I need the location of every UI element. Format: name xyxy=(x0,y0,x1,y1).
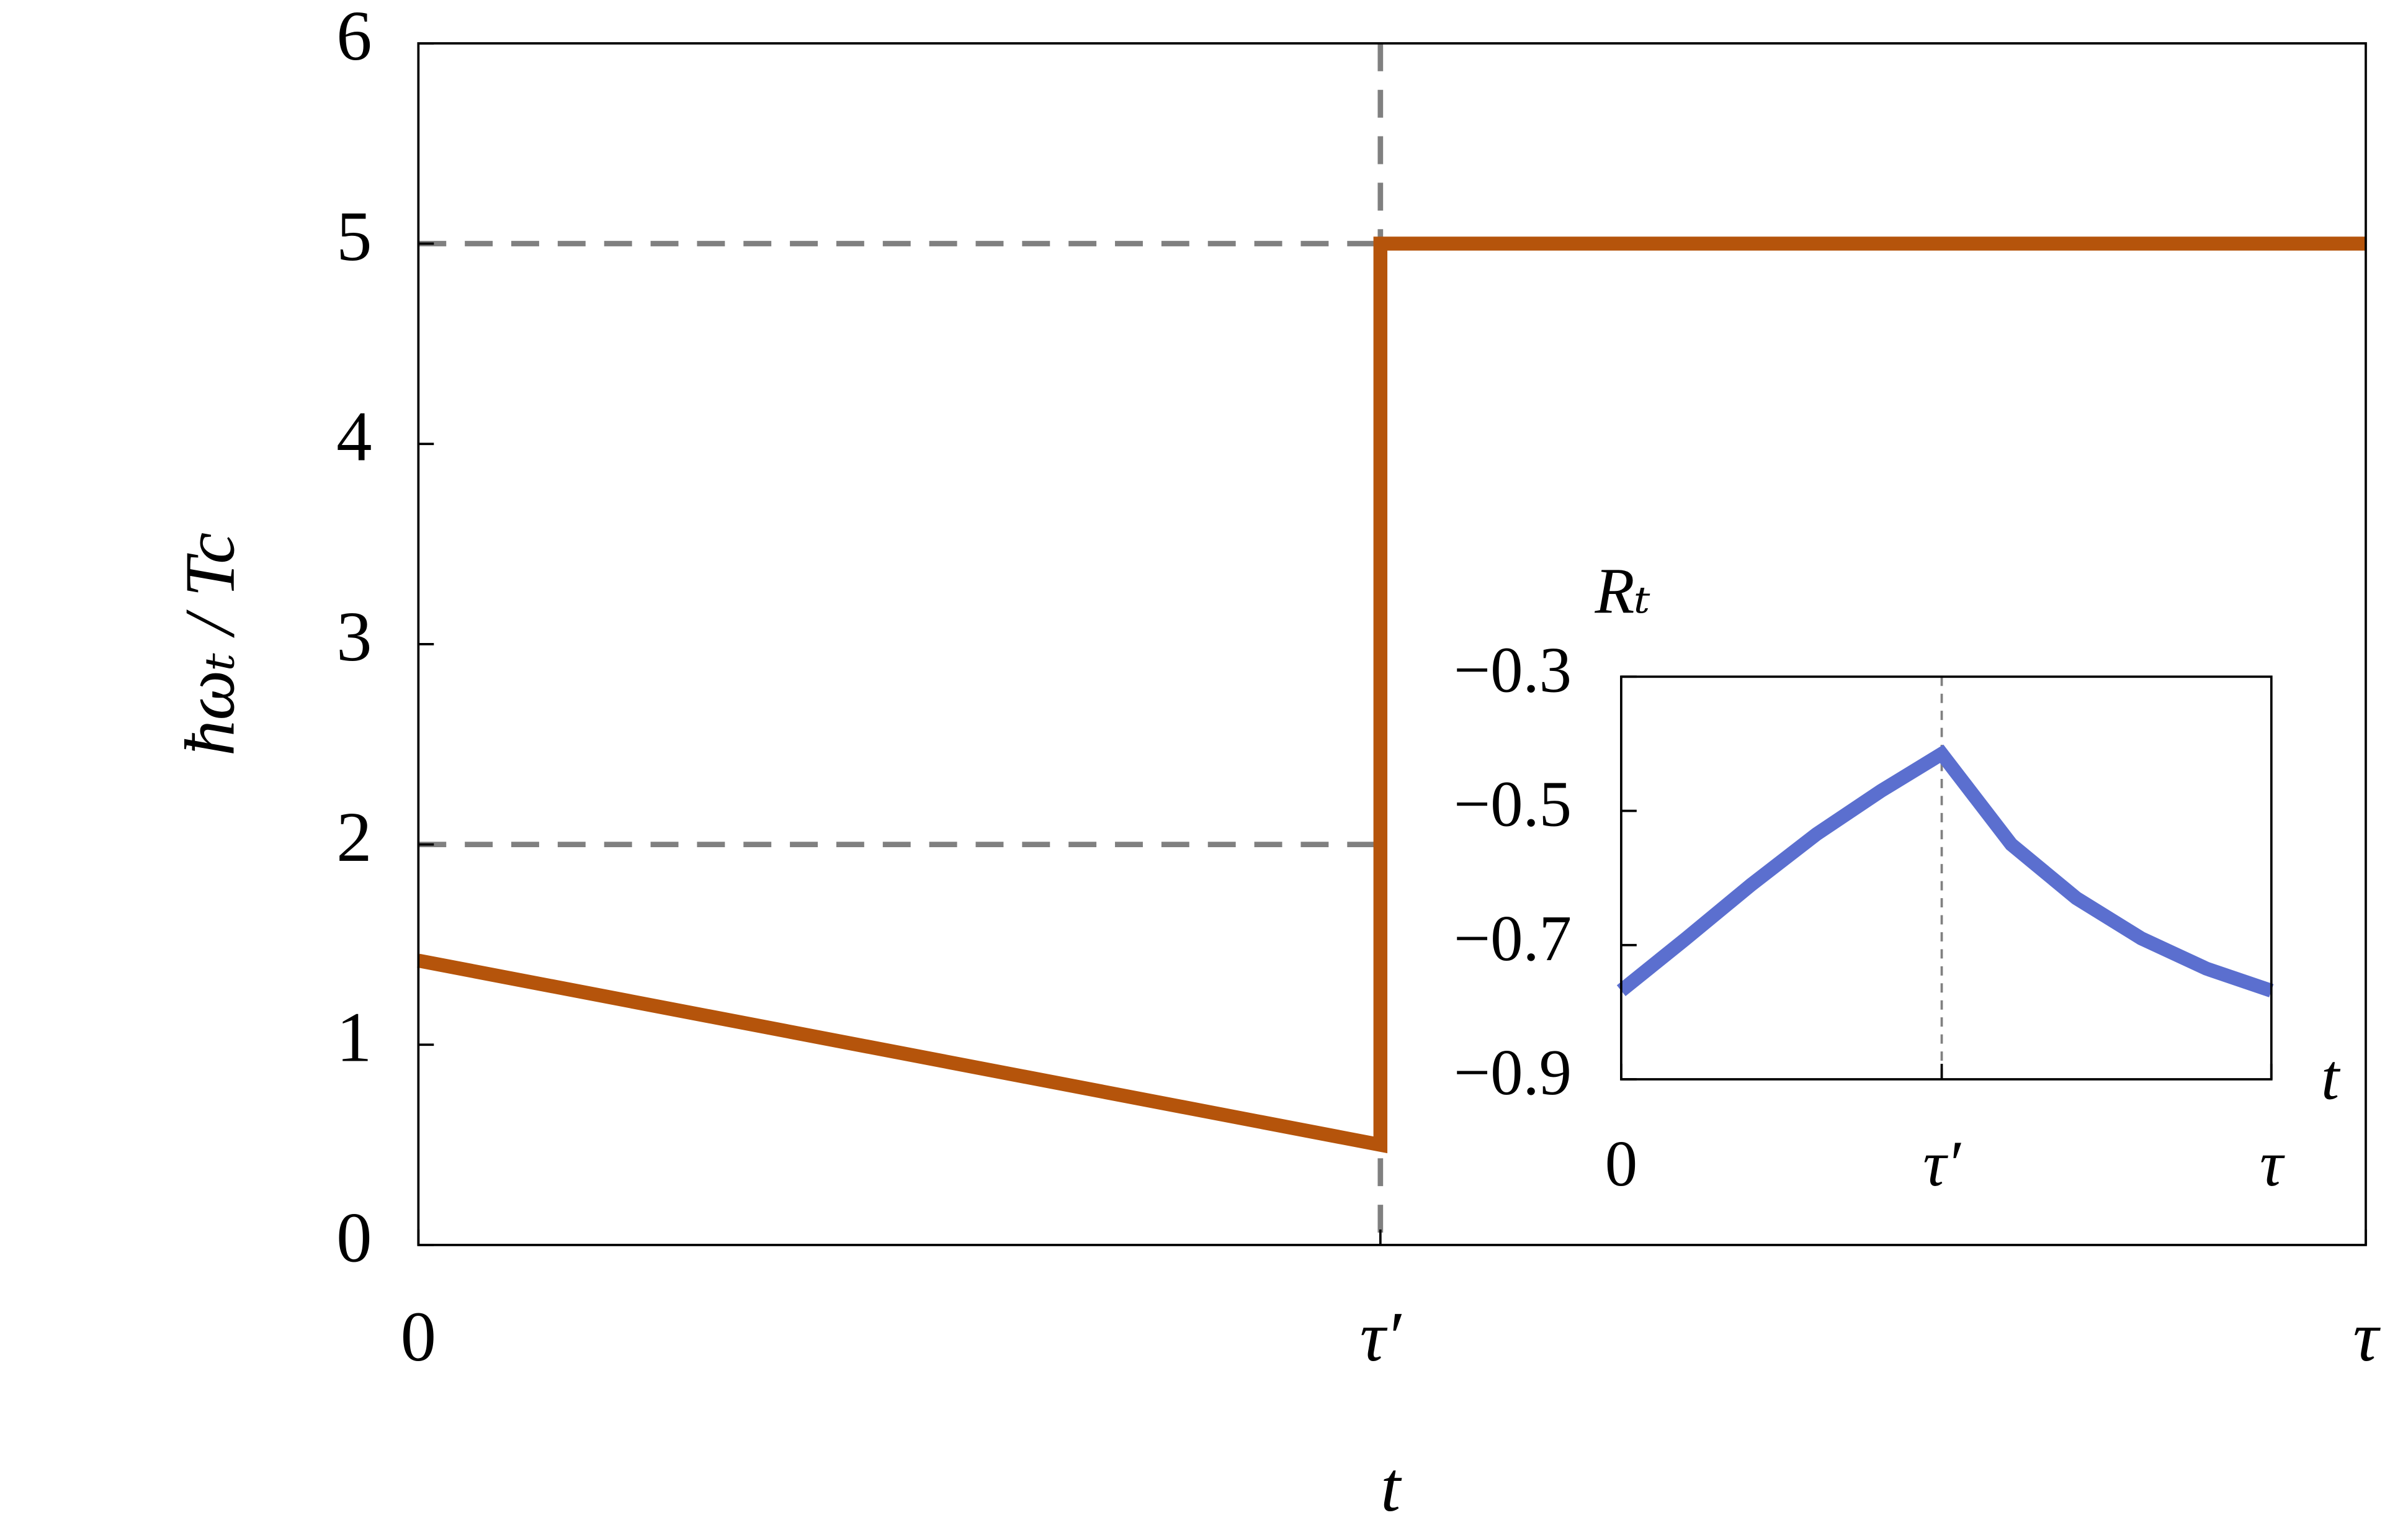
y-tick-label: 5 xyxy=(336,197,372,276)
y-tick-label: 0 xyxy=(336,1198,372,1277)
y-tick-label: −0.5 xyxy=(1454,768,1572,840)
y-tick-label: 3 xyxy=(336,597,372,676)
data-line xyxy=(417,236,2366,1154)
x-tick-label: τ′ xyxy=(1360,1297,1402,1376)
y-tick-label: 4 xyxy=(336,397,372,476)
y-tick-label: −0.7 xyxy=(1454,902,1572,974)
y-axis-label: ħωₜ / Tc xyxy=(170,533,249,756)
x-axis-label: t xyxy=(1381,1447,1402,1526)
x-tick-label: τ xyxy=(2353,1297,2381,1376)
x-tick-label: τ′ xyxy=(1923,1128,1961,1200)
y-tick-label: 2 xyxy=(336,798,372,876)
x-tick-label: 0 xyxy=(1605,1128,1637,1200)
y-axis-label: Rₜ xyxy=(1594,555,1650,627)
x-tick-label: 0 xyxy=(401,1297,436,1376)
y-tick-label: −0.9 xyxy=(1454,1036,1572,1108)
plot-frame xyxy=(1620,675,2273,1081)
x-axis-label: t xyxy=(2321,1041,2341,1113)
y-tick-label: −0.3 xyxy=(1454,634,1572,706)
x-tick-label: τ xyxy=(2260,1128,2285,1200)
y-tick-label: 6 xyxy=(336,0,372,75)
y-tick-label: 1 xyxy=(336,998,372,1077)
inset-background xyxy=(1621,677,2271,1079)
data-line xyxy=(1616,744,2274,997)
